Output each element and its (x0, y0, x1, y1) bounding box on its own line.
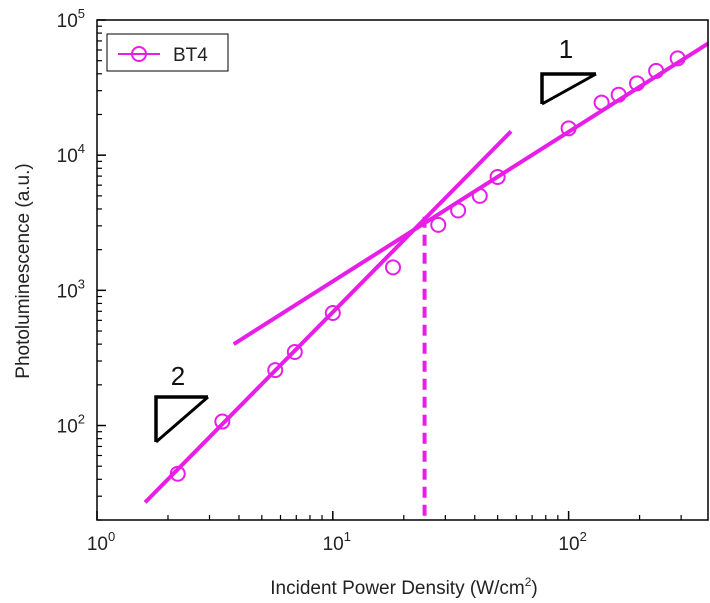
slope-triangle-1 (540, 72, 596, 104)
data-point (286, 343, 303, 360)
legend-box (106, 33, 229, 72)
legend-label: BT4 (173, 45, 208, 66)
data-point (267, 362, 284, 379)
data-point (593, 94, 610, 111)
x-tick-label: 102 (558, 529, 586, 555)
slope-label-1: 1 (559, 34, 573, 64)
x-tick-label: 101 (323, 529, 351, 555)
slope-label-2: 2 (171, 361, 185, 391)
axis-ticks: 100 101 102 102 103 104 105 (57, 6, 682, 555)
data-point (214, 413, 231, 430)
data-point (648, 62, 665, 79)
y-tick-label: 105 (57, 6, 85, 32)
fit-line-slope-1 (232, 41, 710, 346)
data-point (324, 304, 341, 321)
data-point (610, 86, 627, 103)
plot-frame (96, 19, 709, 521)
y-tick-label: 104 (57, 141, 85, 167)
slope-triangle-2-hypotenuse (155, 395, 209, 444)
y-axis-title: Photoluminescence (a.u.) (13, 163, 34, 378)
data-point (385, 259, 402, 276)
slope-triangle-1-hypotenuse (541, 72, 597, 106)
y-tick-label: 103 (57, 276, 85, 302)
x-axis-title: Incident Power Density (W/cm2) (270, 575, 537, 599)
legend: BT4 (106, 33, 229, 72)
data-point (430, 216, 447, 233)
legend-marker (131, 46, 147, 62)
data-point (450, 202, 467, 219)
data-point (560, 120, 577, 137)
y-tick-label: 102 (57, 412, 85, 438)
data-point (669, 50, 686, 67)
slope-triangles: 2 1 (154, 34, 597, 444)
data-point (471, 187, 488, 204)
data-point (489, 168, 506, 185)
x-tick-label: 100 (87, 529, 115, 555)
data-point (629, 75, 646, 92)
slope-triangle-2 (154, 395, 208, 442)
data-layer (143, 41, 710, 520)
data-point (169, 465, 186, 482)
